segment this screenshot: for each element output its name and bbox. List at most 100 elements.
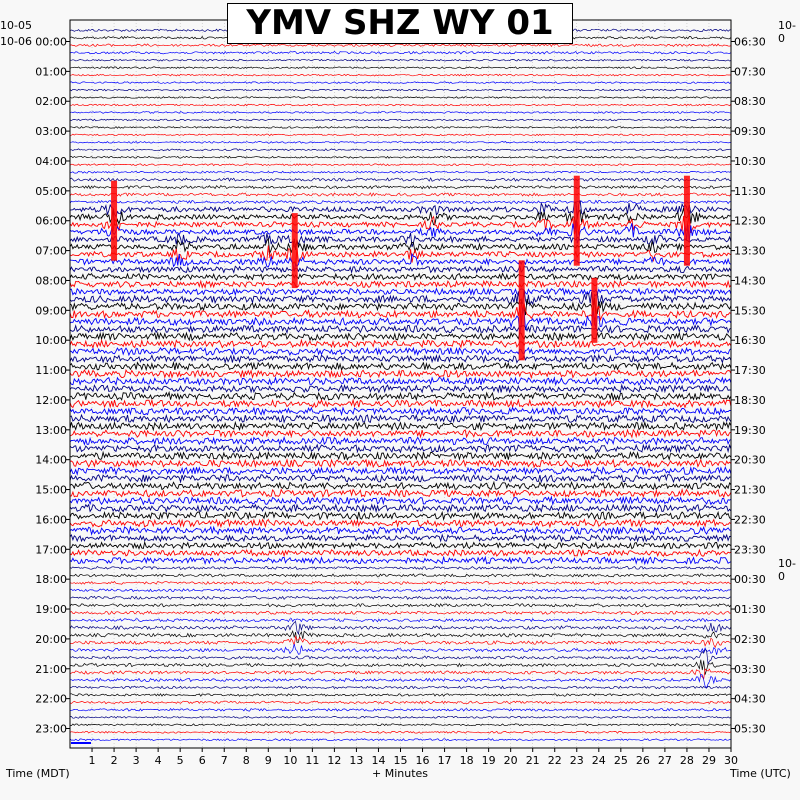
- right-hour-label: 05:30: [734, 723, 766, 736]
- right-date-label-0: 10-0: [778, 19, 796, 45]
- seismic-trace: [69, 510, 732, 522]
- seismic-trace: [70, 723, 732, 727]
- seismic-trace: [69, 324, 732, 335]
- x-tick-label: 11: [305, 754, 319, 767]
- right-time-axis: 06:30 07:30 08:30 09:30 10:30 11:30 12:30 13:30…: [731, 36, 766, 736]
- seismic-trace: [69, 443, 732, 454]
- seismic-trace: [69, 707, 732, 712]
- x-tick-label: 17: [438, 754, 452, 767]
- seismic-trace: [69, 643, 732, 655]
- right-hour-label: 06:30: [734, 36, 766, 49]
- left-hour-label: 15:00: [35, 484, 67, 497]
- seismic-trace: [69, 368, 732, 380]
- seismic-trace: [69, 133, 732, 137]
- chart-title-box: YMV SHZ WY 01: [227, 3, 573, 44]
- seismic-trace: [69, 428, 732, 439]
- left-hour-label: 17:00: [35, 543, 67, 556]
- seismic-trace: [69, 406, 732, 417]
- seismic-trace: [69, 297, 732, 316]
- seismic-trace: [69, 473, 731, 484]
- x-axis-title: + Minutes: [372, 767, 429, 780]
- x-tick-label: 7: [221, 754, 228, 767]
- x-tick-label: 26: [636, 754, 650, 767]
- seismic-trace: [69, 232, 732, 249]
- left-hour-label: 09:00: [35, 304, 67, 317]
- left-hour-label: 07:00: [35, 245, 67, 258]
- x-tick-label: 14: [371, 754, 385, 767]
- seismic-trace: [69, 252, 732, 272]
- left-hour-label: 14:00: [35, 454, 67, 467]
- x-tick-label: 27: [658, 754, 672, 767]
- x-tick-label: 28: [680, 754, 694, 767]
- x-tick-label: 4: [155, 754, 162, 767]
- x-tick-label: 30: [724, 754, 738, 767]
- left-hour-label: 19:00: [35, 603, 67, 616]
- seismic-trace: [69, 66, 732, 69]
- seismic-trace: [69, 58, 732, 62]
- seismic-trace: [69, 573, 732, 578]
- seismic-trace: [69, 525, 732, 536]
- x-tick-label: 16: [416, 754, 430, 767]
- left-hour-label: 11:00: [35, 364, 67, 377]
- x-tick-label: 29: [702, 754, 716, 767]
- right-hour-label: 01:30: [734, 603, 766, 616]
- left-hour-label: 16:00: [35, 513, 67, 526]
- seismic-trace: [69, 361, 732, 372]
- seismic-trace: [69, 580, 732, 586]
- right-hour-label: 08:30: [734, 95, 766, 108]
- seismic-trace: [69, 376, 732, 387]
- seismic-trace: [69, 199, 732, 205]
- seismic-trace: [69, 272, 732, 281]
- seismic-trace: [69, 390, 732, 402]
- seismic-trace: [69, 620, 732, 636]
- left-hour-label: 21:00: [35, 663, 67, 676]
- seismic-trace: [69, 480, 732, 491]
- right-hour-label: 20:30: [734, 454, 766, 467]
- right-hour-label: 11:30: [734, 185, 766, 198]
- left-hour-label: 01:00: [35, 65, 67, 78]
- x-tick-label: 15: [394, 754, 408, 767]
- seismic-trace: [69, 700, 732, 705]
- seismic-trace: [69, 398, 732, 409]
- seismic-trace: [69, 207, 732, 230]
- seismic-trace: [69, 588, 732, 593]
- right-axis-title: Time (UTC): [730, 767, 791, 780]
- chart-title: YMV SHZ WY 01: [246, 3, 554, 43]
- right-hour-label: 15:30: [734, 304, 766, 317]
- left-hour-label: 03:00: [35, 125, 67, 138]
- seismic-trace: [69, 215, 732, 235]
- left-hour-label: 10:00: [35, 334, 67, 347]
- seismic-trace: [69, 170, 732, 174]
- seismic-trace: [69, 413, 732, 425]
- left-hour-label: 08:00: [35, 274, 67, 287]
- seismic-trace: [69, 163, 732, 167]
- seismic-trace: [69, 338, 732, 349]
- seismic-trace: [69, 43, 732, 48]
- seismic-trace: [69, 125, 732, 129]
- left-hour-label: 06:00: [35, 215, 67, 228]
- seismic-trace: [69, 148, 732, 152]
- seismic-trace: [69, 533, 732, 543]
- seismic-trace: [69, 73, 731, 77]
- x-tick-label: 3: [133, 754, 140, 767]
- seismic-trace: [69, 264, 732, 274]
- right-hour-label: 18:30: [734, 394, 766, 407]
- x-tick-label: 18: [460, 754, 474, 767]
- seismic-trace: [69, 565, 732, 570]
- left-hour-label: 22:00: [35, 693, 67, 706]
- seismic-trace: [69, 630, 732, 643]
- seismic-trace: [69, 184, 732, 190]
- x-tick-label: 20: [504, 754, 518, 767]
- seismic-trace: [69, 649, 732, 666]
- seismic-trace: [69, 495, 732, 506]
- seismic-trace: [69, 96, 732, 99]
- right-hour-label: 03:30: [734, 663, 766, 676]
- seismic-trace: [69, 307, 732, 334]
- seismic-trace: [69, 155, 732, 159]
- seismic-trace: [69, 140, 732, 144]
- seismic-trace: [69, 88, 732, 92]
- seismic-trace: [70, 634, 732, 649]
- seismic-trace: [69, 420, 732, 432]
- x-tick-label: 1: [89, 754, 96, 767]
- clipped-event: [111, 180, 118, 261]
